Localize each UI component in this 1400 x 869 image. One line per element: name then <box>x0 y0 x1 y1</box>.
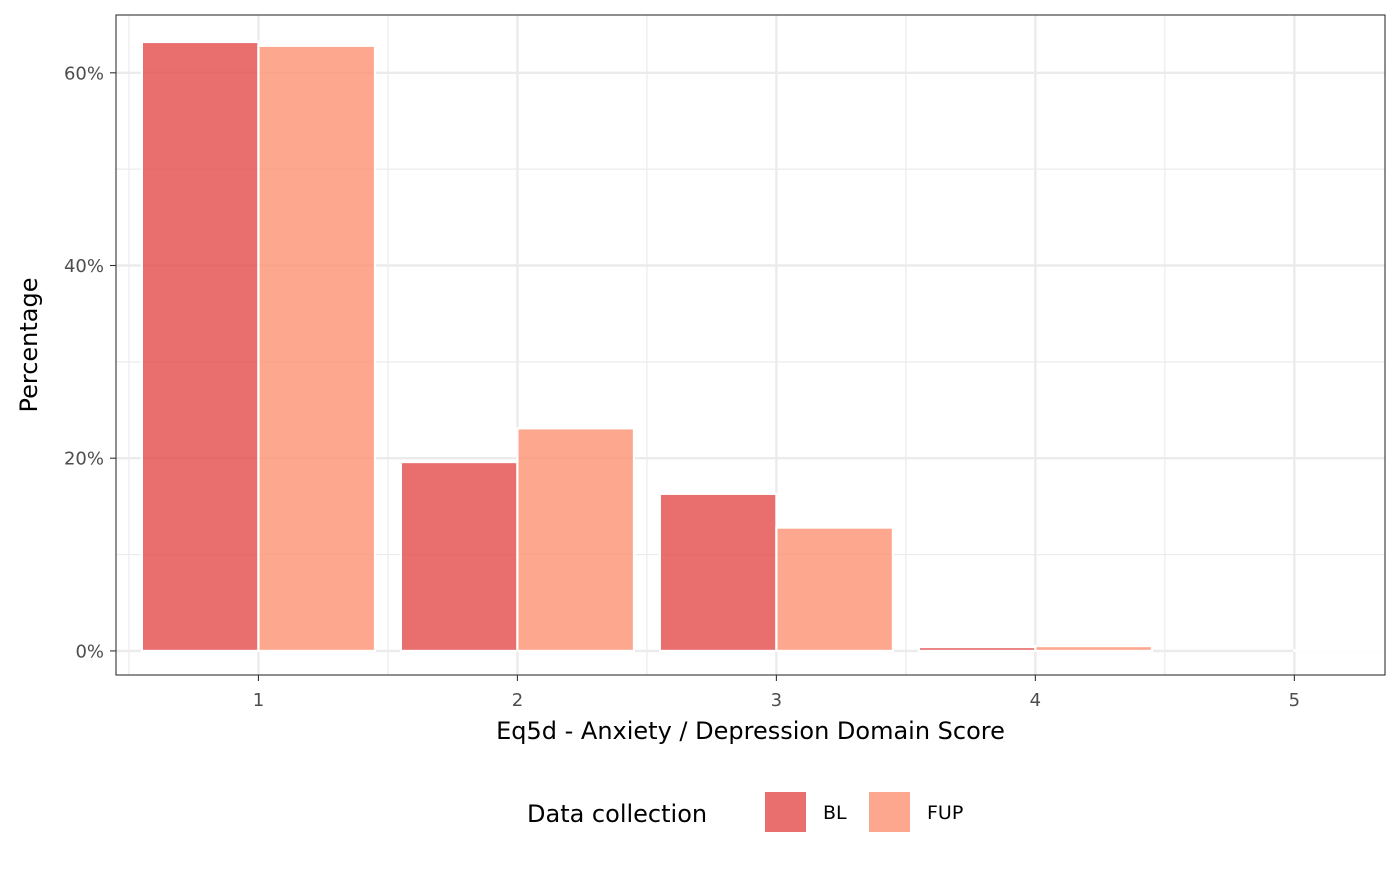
x-tick-label: 4 <box>1030 690 1041 711</box>
bar-fup-1 <box>257 44 377 653</box>
bar-bl-1 <box>140 40 260 653</box>
y-tick-label: 60% <box>64 63 104 84</box>
legend-key-bl <box>765 792 806 832</box>
y-axis: 0% 20% 40% 60% <box>64 63 116 662</box>
x-axis-title: Eq5d - Anxiety / Depression Domain Score <box>496 717 1005 745</box>
bar-bl-4 <box>917 645 1037 653</box>
bars <box>140 40 1400 653</box>
y-tick-label: 40% <box>64 256 104 277</box>
bar-fup-5 <box>1293 648 1400 653</box>
legend-title: Data collection <box>527 800 707 828</box>
bar-bl-2 <box>399 460 519 653</box>
plot-panel-border <box>115 14 1386 676</box>
legend-label-bl: BL <box>823 802 847 824</box>
legend-key-fup <box>869 792 910 832</box>
x-tick-label: 1 <box>253 690 264 711</box>
x-axis: 1 2 3 4 5 <box>253 675 1300 711</box>
bar-fup-3 <box>775 526 895 653</box>
legend-label-fup: FUP <box>927 802 963 824</box>
y-tick-label: 0% <box>75 641 104 662</box>
x-tick-label: 5 <box>1289 690 1300 711</box>
x-tick-label: 3 <box>771 690 782 711</box>
bar-fup-2 <box>516 427 636 653</box>
x-tick-label: 2 <box>512 690 523 711</box>
y-axis-title: Percentage <box>15 277 43 412</box>
bar-fup-4 <box>1034 644 1154 653</box>
legend: Data collection BL FUP <box>527 792 963 832</box>
bar-bl-3 <box>658 492 778 653</box>
y-tick-label: 20% <box>64 449 104 470</box>
